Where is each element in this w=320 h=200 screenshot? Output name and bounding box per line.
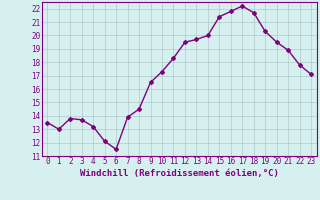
- X-axis label: Windchill (Refroidissement éolien,°C): Windchill (Refroidissement éolien,°C): [80, 169, 279, 178]
